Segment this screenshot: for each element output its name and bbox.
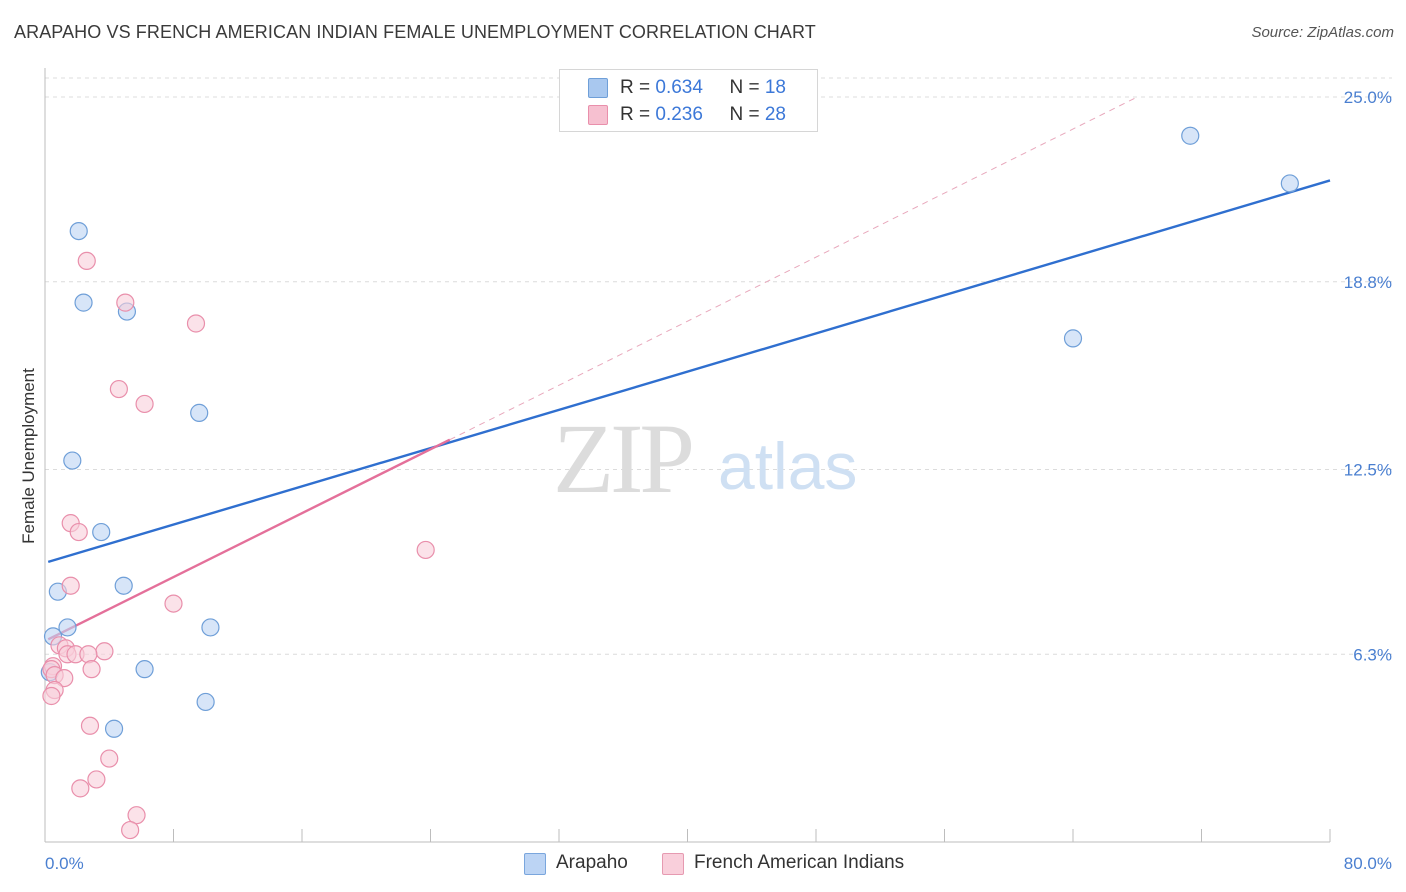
data-point (201, 618, 220, 637)
r-label: R = (620, 77, 656, 98)
data-point (104, 719, 124, 738)
y-tick-label: 12.5% (1344, 461, 1392, 480)
chart-title: ARAPAHO VS FRENCH AMERICAN INDIAN FEMALE… (14, 22, 816, 42)
data-point (121, 820, 140, 840)
data-point (135, 660, 154, 679)
legend-swatch-french-american-indians (588, 105, 608, 125)
source-label: Source: ZipAtlas.com (1251, 24, 1394, 41)
data-point (63, 451, 82, 470)
data-point (55, 668, 74, 688)
correlation-legend: R = 0.634 N = 18 R = 0.236 N = 28 (559, 69, 818, 132)
legend-text-french-american-indians: R = 0.236 N = 28 (620, 104, 786, 126)
legend-swatch-arapaho (588, 78, 608, 98)
data-point (1181, 126, 1200, 145)
n-label: N = (729, 104, 765, 125)
data-point (114, 576, 133, 595)
x-tick-label: 0.0% (45, 854, 84, 873)
data-point (416, 540, 435, 560)
trend-line (47, 179, 1331, 564)
data-point (116, 293, 135, 312)
data-point (186, 314, 206, 333)
data-point (87, 770, 106, 789)
y-tick-label: 6.3% (1353, 645, 1392, 664)
trend-line (47, 438, 451, 641)
watermark-atlas: atlas (718, 429, 857, 503)
data-point (196, 692, 215, 712)
y-axis-label: Female Unemployment (19, 368, 38, 544)
data-point (82, 660, 101, 679)
r-label: R = (620, 104, 656, 125)
n-value: 18 (764, 77, 786, 98)
r-value: 0.236 (655, 104, 703, 125)
data-point (164, 594, 183, 613)
data-point (92, 522, 111, 542)
trend-extension-line (449, 96, 1138, 441)
data-point (1063, 329, 1083, 348)
data-point (100, 749, 119, 768)
data-point (61, 576, 80, 595)
data-point (58, 618, 77, 637)
data-point (79, 645, 98, 664)
x-tick-label: 80.0% (1344, 854, 1392, 873)
data-point (74, 293, 93, 312)
grid-layer (45, 77, 1392, 655)
bottom-legend-label-french-american-indians: French American Indians (694, 852, 905, 873)
data-point (69, 222, 88, 241)
trend-layer (47, 96, 1331, 641)
y-tick-label: 25.0% (1344, 88, 1392, 107)
data-point (80, 716, 100, 735)
data-point (77, 251, 96, 270)
axes-layer: 6.3% 12.5% 18.8% 25.0% 0.0% 80.0% (44, 68, 1392, 873)
watermark-zip: ZIP (553, 403, 691, 514)
data-point (95, 642, 114, 661)
data-point (71, 779, 90, 798)
bottom-legend-swatch-french-american-indians (662, 853, 684, 875)
data-point (109, 379, 128, 399)
r-value: 0.634 (655, 77, 703, 98)
y-tick-label: 18.8% (1344, 273, 1392, 292)
data-point (42, 686, 61, 706)
bottom-legend-label-arapaho: Arapaho (556, 852, 628, 873)
points-layer (40, 126, 1299, 840)
n-label: N = (729, 77, 765, 98)
data-point (135, 394, 154, 414)
bottom-legend-swatch-arapaho (524, 853, 546, 875)
data-point (190, 403, 209, 422)
n-value: 28 (764, 104, 786, 125)
data-point (69, 522, 88, 542)
watermark: ZIP atlas (553, 403, 857, 514)
legend-text-arapaho: R = 0.634 N = 18 (620, 77, 786, 99)
data-point (1280, 174, 1299, 193)
